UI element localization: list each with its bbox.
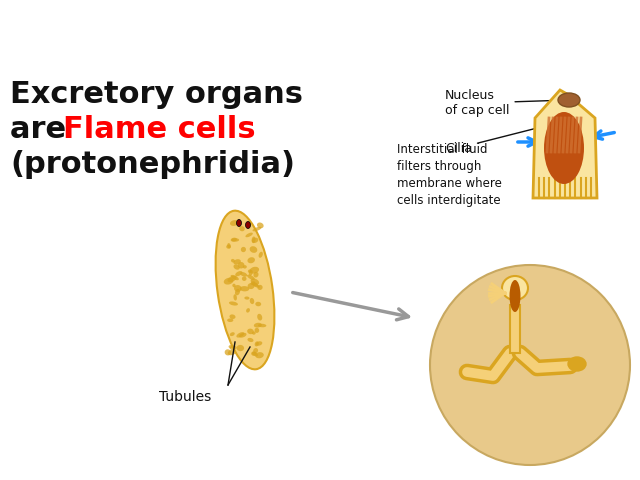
Ellipse shape: [234, 294, 237, 300]
Polygon shape: [533, 90, 597, 198]
Ellipse shape: [259, 252, 263, 258]
Ellipse shape: [232, 238, 239, 241]
Ellipse shape: [232, 284, 236, 287]
Ellipse shape: [248, 257, 255, 263]
Ellipse shape: [246, 221, 250, 228]
Ellipse shape: [544, 112, 584, 184]
Ellipse shape: [227, 243, 231, 249]
Ellipse shape: [227, 318, 234, 322]
Ellipse shape: [246, 308, 250, 312]
Ellipse shape: [224, 278, 234, 285]
Text: (protonephridia): (protonephridia): [10, 150, 295, 179]
Ellipse shape: [226, 245, 231, 249]
Text: are: are: [10, 115, 77, 144]
Text: Nephridiopore
in body wall: Nephridiopore in body wall: [531, 391, 609, 413]
Ellipse shape: [252, 237, 255, 243]
Ellipse shape: [236, 332, 244, 337]
Ellipse shape: [216, 211, 275, 369]
Ellipse shape: [245, 233, 253, 237]
Ellipse shape: [239, 226, 244, 231]
Ellipse shape: [228, 345, 233, 348]
Ellipse shape: [256, 341, 262, 346]
Ellipse shape: [225, 349, 231, 356]
Ellipse shape: [230, 332, 235, 336]
Ellipse shape: [255, 352, 264, 358]
Ellipse shape: [237, 219, 241, 227]
Ellipse shape: [227, 276, 237, 282]
Ellipse shape: [252, 352, 258, 356]
Text: Cilia: Cilia: [445, 126, 547, 155]
Ellipse shape: [238, 262, 244, 268]
Ellipse shape: [228, 349, 236, 355]
Ellipse shape: [235, 271, 243, 276]
Ellipse shape: [430, 265, 630, 465]
Ellipse shape: [568, 357, 586, 371]
Ellipse shape: [248, 338, 253, 342]
Text: Tubules: Tubules: [159, 390, 211, 404]
Ellipse shape: [257, 314, 262, 321]
Ellipse shape: [247, 329, 254, 334]
Ellipse shape: [230, 346, 237, 350]
Ellipse shape: [229, 301, 238, 306]
Ellipse shape: [253, 272, 259, 277]
Text: Interstitial fluid
filters through
membrane where
cells interdigitate: Interstitial fluid filters through membr…: [397, 143, 502, 207]
Text: Flame
bulb: Flame bulb: [537, 289, 575, 317]
Ellipse shape: [252, 331, 256, 335]
Ellipse shape: [239, 333, 246, 337]
Ellipse shape: [252, 283, 260, 288]
Ellipse shape: [509, 280, 520, 312]
Ellipse shape: [249, 270, 253, 276]
Ellipse shape: [558, 93, 580, 107]
Text: Excretory organs: Excretory organs: [10, 80, 303, 109]
Ellipse shape: [244, 297, 250, 300]
Ellipse shape: [253, 227, 262, 231]
Ellipse shape: [250, 267, 259, 274]
Text: Nucleus
of cap cell: Nucleus of cap cell: [445, 89, 566, 117]
Ellipse shape: [230, 220, 238, 226]
Ellipse shape: [242, 276, 246, 281]
Ellipse shape: [234, 259, 241, 264]
Ellipse shape: [235, 289, 240, 295]
Ellipse shape: [230, 275, 239, 280]
Ellipse shape: [251, 278, 259, 285]
Ellipse shape: [248, 269, 252, 273]
Ellipse shape: [230, 314, 236, 319]
FancyBboxPatch shape: [510, 305, 520, 353]
Ellipse shape: [251, 351, 257, 356]
Ellipse shape: [237, 345, 244, 351]
Ellipse shape: [255, 341, 259, 347]
Text: Tubule: Tubule: [430, 361, 483, 374]
Ellipse shape: [252, 282, 259, 287]
Ellipse shape: [254, 323, 262, 327]
Ellipse shape: [234, 285, 242, 292]
Text: Flame cells: Flame cells: [63, 115, 255, 144]
Ellipse shape: [230, 238, 237, 241]
Ellipse shape: [243, 265, 247, 269]
Ellipse shape: [250, 298, 254, 304]
Ellipse shape: [257, 285, 262, 290]
Ellipse shape: [231, 259, 235, 263]
Ellipse shape: [247, 275, 255, 280]
Ellipse shape: [234, 264, 240, 270]
Ellipse shape: [502, 276, 528, 300]
Ellipse shape: [257, 223, 264, 228]
Ellipse shape: [250, 246, 257, 253]
Ellipse shape: [250, 281, 255, 285]
Ellipse shape: [240, 286, 250, 291]
Ellipse shape: [248, 283, 255, 289]
Ellipse shape: [255, 328, 259, 333]
Ellipse shape: [252, 238, 259, 243]
Ellipse shape: [258, 324, 266, 327]
Ellipse shape: [253, 348, 258, 353]
Ellipse shape: [240, 272, 247, 276]
Ellipse shape: [241, 247, 246, 252]
Ellipse shape: [255, 302, 261, 306]
